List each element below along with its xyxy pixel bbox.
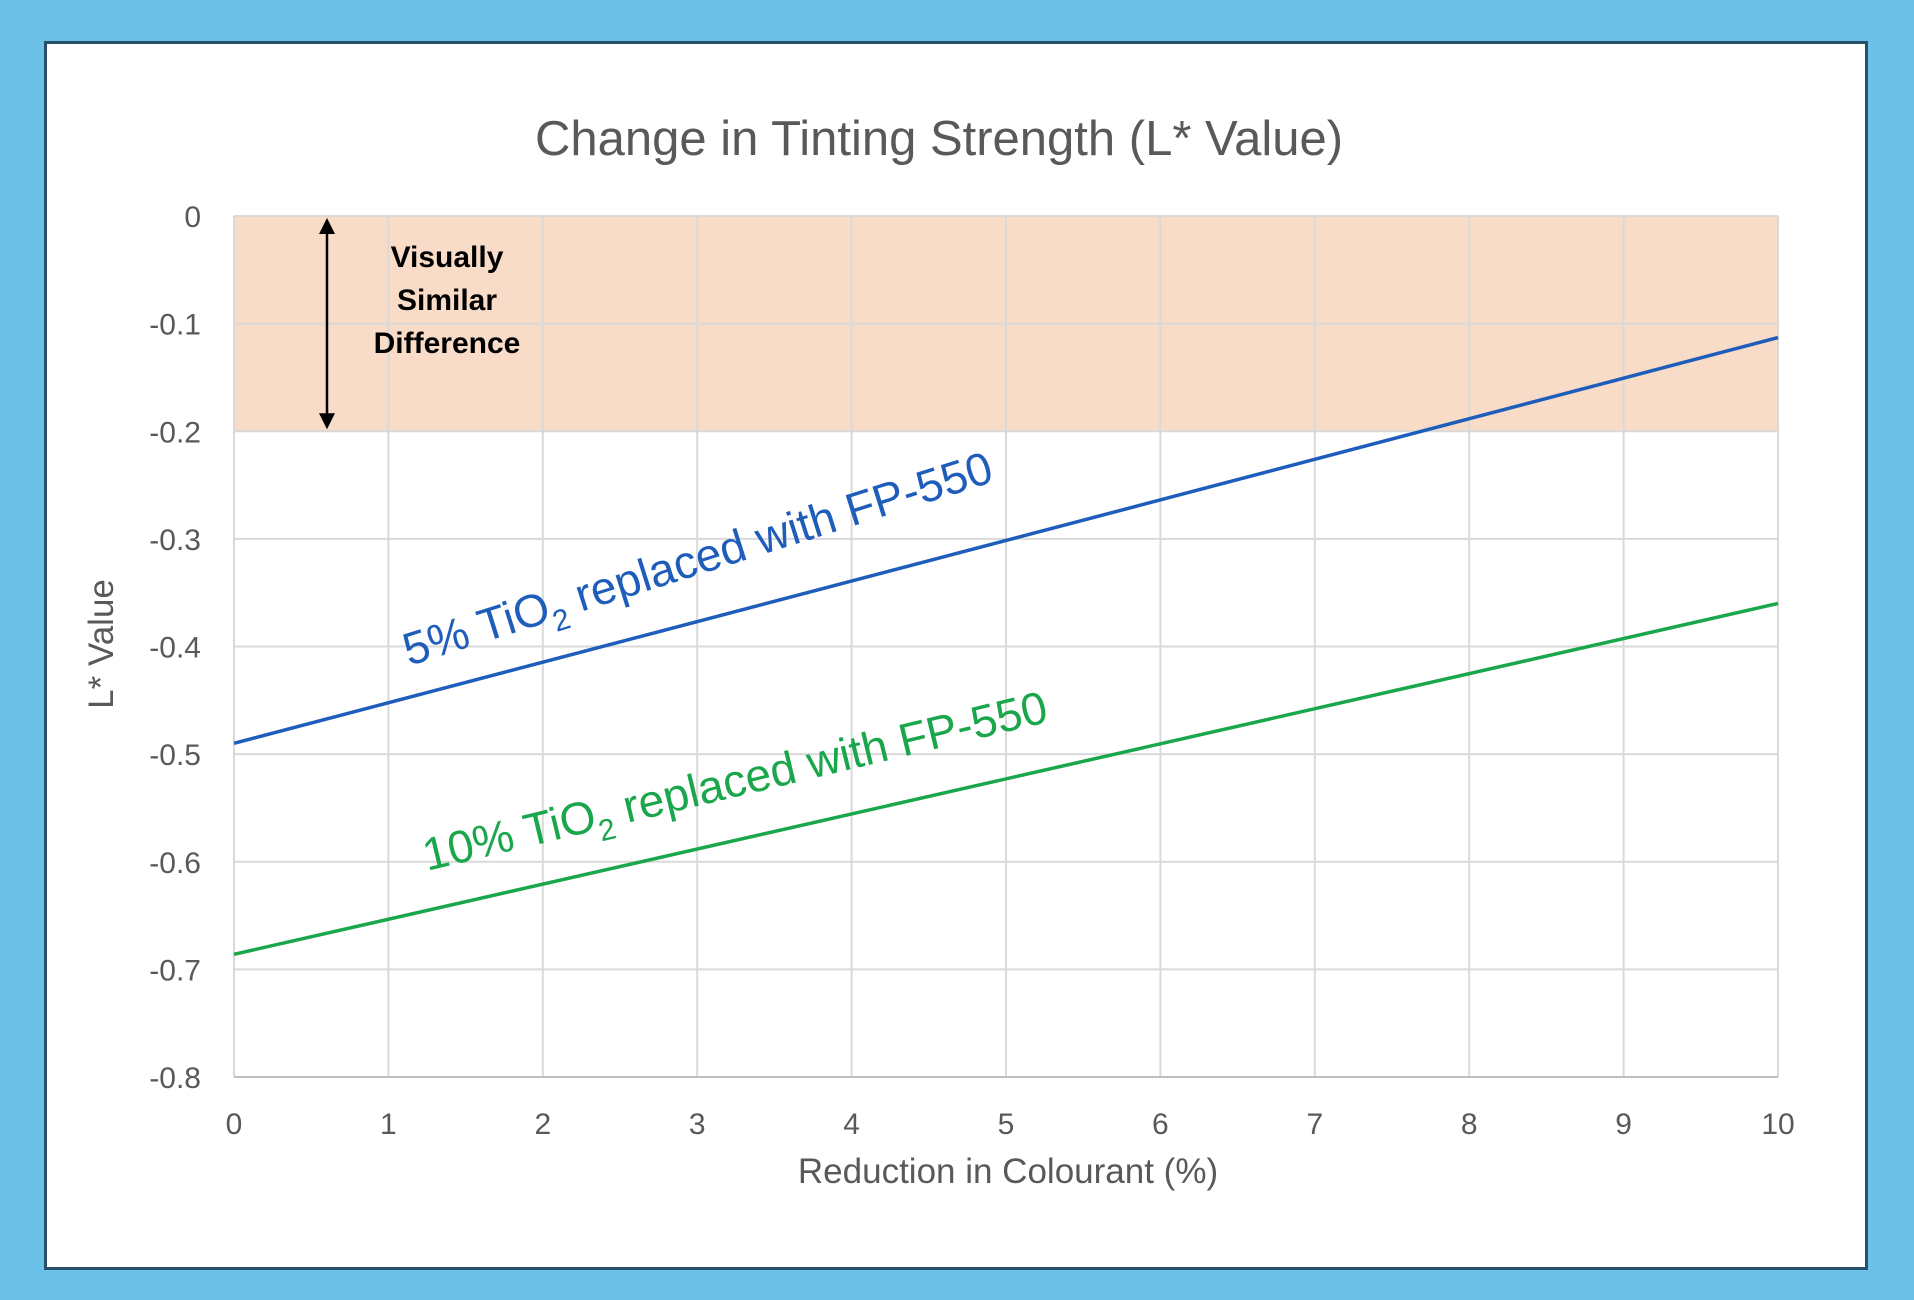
series-line-2	[233, 601, 1779, 957]
y-tick-label: 0	[184, 201, 201, 234]
x-tick-label: 6	[1152, 1108, 1169, 1141]
series-line-1	[233, 335, 1779, 746]
series-label-text: 10% TiO	[417, 789, 601, 881]
x-tick-label: 7	[1306, 1108, 1323, 1141]
y-tick-label: -0.4	[149, 632, 201, 665]
x-tick-label: 5	[998, 1108, 1015, 1141]
y-tick-label: -0.2	[149, 416, 201, 449]
series-label-text: replaced with FP-550	[556, 441, 998, 625]
series-label-2: 10% TiO2 replaced with FP-550	[417, 681, 1054, 890]
chart-title: Change in Tinting Strength (L* Value)	[535, 112, 1343, 166]
chart-panel: 0 -0.1 -0.2 -0.3 -0.4 -0.5 -0.6 -0.7 -0.8 0 1 2 3 4 5…	[44, 41, 1868, 1270]
series-lines	[233, 335, 1779, 957]
band-label-line: Similar	[397, 284, 497, 317]
x-tick-labels: 0 1 2 3 4 5 6 7 8 9 10	[226, 1108, 1795, 1141]
x-tick-label: 4	[843, 1108, 860, 1141]
y-tick-label: -0.8	[149, 1062, 201, 1095]
y-tick-label: -0.3	[149, 524, 201, 557]
y-tick-label: -0.1	[149, 309, 201, 342]
band-label: Visually Similar Difference	[374, 241, 521, 360]
series-label-subscript: 2	[595, 812, 619, 848]
x-tick-label: 8	[1461, 1108, 1478, 1141]
x-tick-label: 10	[1761, 1108, 1794, 1141]
y-tick-label: -0.5	[149, 739, 201, 772]
series-label-1: 5% TiO2 replaced with FP-550	[396, 441, 1001, 684]
band-label-line: Difference	[374, 327, 521, 360]
x-tick-label: 2	[534, 1108, 551, 1141]
x-axis-label: Reduction in Colourant (%)	[798, 1152, 1218, 1191]
y-tick-labels: 0 -0.1 -0.2 -0.3 -0.4 -0.5 -0.6 -0.7 -0.8	[149, 201, 201, 1095]
double-arrow-icon	[319, 218, 335, 430]
series-label-text: replaced with FP-550	[605, 681, 1052, 836]
y-axis-label: L* Value	[82, 579, 121, 709]
chart: 0 -0.1 -0.2 -0.3 -0.4 -0.5 -0.6 -0.7 -0.8 0 1 2 3 4 5…	[82, 112, 1795, 1191]
y-tick-label: -0.6	[149, 847, 201, 880]
band-label-line: Visually	[391, 241, 504, 274]
arrow-head-up	[319, 218, 335, 234]
x-tick-label: 0	[226, 1108, 243, 1141]
series-label-text: 5% TiO	[396, 581, 555, 676]
x-tick-label: 9	[1615, 1108, 1632, 1141]
x-tick-label: 1	[380, 1108, 397, 1141]
x-tick-label: 3	[689, 1108, 706, 1141]
arrow-head-down	[319, 413, 335, 430]
y-tick-label: -0.7	[149, 954, 201, 987]
